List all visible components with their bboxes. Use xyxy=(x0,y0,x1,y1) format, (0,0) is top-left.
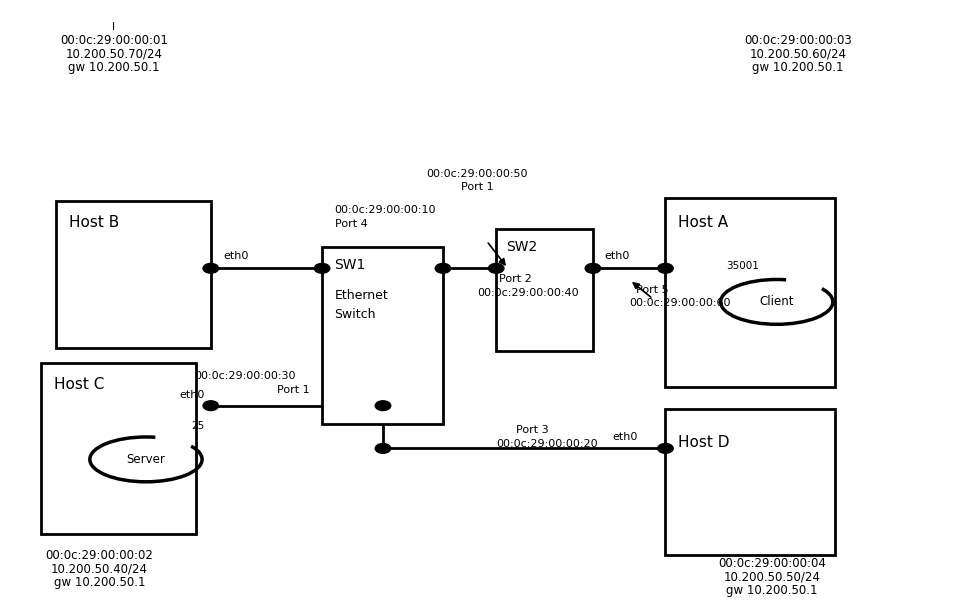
Text: 00:0c:29:00:00:03: 00:0c:29:00:00:03 xyxy=(744,34,852,47)
Text: 00:0c:29:00:00:60: 00:0c:29:00:00:60 xyxy=(630,298,731,308)
Text: gw 10.200.50.1: gw 10.200.50.1 xyxy=(752,61,844,74)
Text: Switch: Switch xyxy=(335,307,377,320)
Circle shape xyxy=(314,264,330,274)
Text: Port 1: Port 1 xyxy=(460,182,493,192)
Text: gw 10.200.50.1: gw 10.200.50.1 xyxy=(726,583,817,596)
Circle shape xyxy=(658,444,673,453)
Text: eth0: eth0 xyxy=(604,251,630,261)
Text: gw 10.200.50.1: gw 10.200.50.1 xyxy=(54,575,145,589)
Bar xyxy=(496,229,593,351)
Text: Port 5: Port 5 xyxy=(636,285,669,294)
Bar xyxy=(666,198,835,387)
Text: Host C: Host C xyxy=(54,377,104,392)
Text: eth0: eth0 xyxy=(612,432,637,442)
Text: 00:0c:29:00:00:50: 00:0c:29:00:00:50 xyxy=(426,169,527,179)
Circle shape xyxy=(585,264,600,274)
Text: 10.200.50.40/24: 10.200.50.40/24 xyxy=(51,562,148,575)
Text: Client: Client xyxy=(760,296,794,309)
Text: SW2: SW2 xyxy=(506,240,537,254)
Text: Port 2: Port 2 xyxy=(499,274,532,284)
Circle shape xyxy=(658,264,673,274)
Text: Host B: Host B xyxy=(68,215,119,230)
Text: 10.200.50.50/24: 10.200.50.50/24 xyxy=(724,570,820,583)
Text: l: l xyxy=(113,22,116,32)
Circle shape xyxy=(376,401,391,410)
Bar xyxy=(56,201,211,347)
Bar xyxy=(666,409,835,555)
Text: eth0: eth0 xyxy=(180,390,205,400)
Text: Server: Server xyxy=(126,453,165,466)
Bar xyxy=(322,247,443,424)
Text: SW1: SW1 xyxy=(335,258,366,272)
Bar xyxy=(42,363,197,534)
Text: Port 3: Port 3 xyxy=(516,425,548,435)
Text: 35001: 35001 xyxy=(727,261,759,272)
Text: Ethernet: Ethernet xyxy=(335,290,388,302)
Text: Host A: Host A xyxy=(678,215,728,230)
Text: Port 4: Port 4 xyxy=(335,219,368,229)
Text: 25: 25 xyxy=(192,421,204,431)
Text: Host D: Host D xyxy=(678,435,730,450)
Text: 00:0c:29:00:00:20: 00:0c:29:00:00:20 xyxy=(496,439,597,448)
Circle shape xyxy=(376,444,391,453)
Text: 00:0c:29:00:00:04: 00:0c:29:00:00:04 xyxy=(718,557,826,570)
Text: 10.200.50.70/24: 10.200.50.70/24 xyxy=(65,47,162,60)
Text: 10.200.50.60/24: 10.200.50.60/24 xyxy=(749,47,847,60)
Circle shape xyxy=(203,264,219,274)
Circle shape xyxy=(435,264,450,274)
Text: Port 1: Port 1 xyxy=(276,386,309,395)
Text: 00:0c:29:00:00:02: 00:0c:29:00:00:02 xyxy=(46,549,154,562)
Text: 00:0c:29:00:00:40: 00:0c:29:00:00:40 xyxy=(477,288,579,298)
Text: 00:0c:29:00:00:30: 00:0c:29:00:00:30 xyxy=(194,371,296,381)
Text: 00:0c:29:00:00:10: 00:0c:29:00:00:10 xyxy=(335,205,436,216)
Text: gw 10.200.50.1: gw 10.200.50.1 xyxy=(68,61,160,74)
Text: 00:0c:29:00:00:01: 00:0c:29:00:00:01 xyxy=(60,34,168,47)
Text: eth0: eth0 xyxy=(224,251,249,261)
Circle shape xyxy=(488,264,504,274)
Circle shape xyxy=(203,401,219,410)
